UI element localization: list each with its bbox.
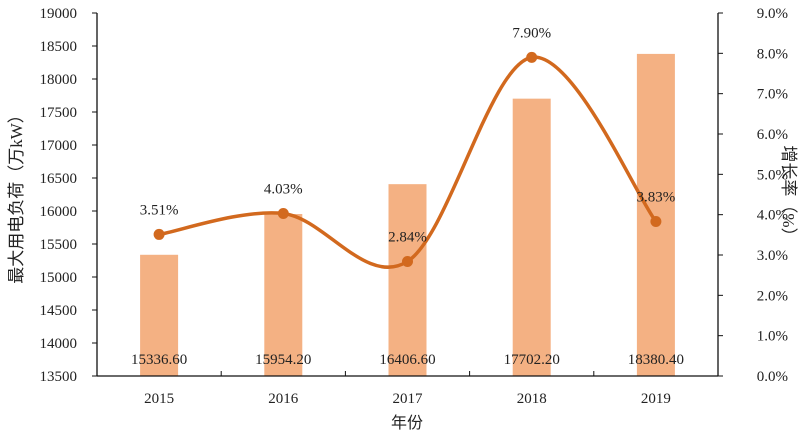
x-axis-title: 年份 bbox=[391, 414, 423, 432]
y-tick-label: 15500 bbox=[40, 237, 78, 253]
y2-tick-label: 9.0% bbox=[757, 6, 788, 22]
y2-tick-label: 3.0% bbox=[757, 248, 788, 264]
bar-value-label: 18380.40 bbox=[628, 352, 684, 368]
bar-2017 bbox=[388, 184, 427, 376]
y-tick-label: 17500 bbox=[40, 105, 78, 121]
growth-rate-line bbox=[158, 55, 658, 269]
bar-value-label: 15954.20 bbox=[255, 352, 311, 368]
growth-point-2017 bbox=[402, 255, 413, 267]
y-tick-label: 18000 bbox=[40, 72, 78, 88]
y2-tick-label: 1.0% bbox=[757, 329, 788, 345]
x-tick-label: 2018 bbox=[517, 391, 547, 407]
growth-value-label: 2.84% bbox=[388, 229, 427, 245]
growth-point-2018 bbox=[526, 51, 538, 63]
y-tick-label: 16500 bbox=[40, 171, 78, 187]
y2-tick-label: 6.0% bbox=[757, 127, 788, 143]
x-tick-label: 2015 bbox=[144, 391, 174, 407]
growth-value-label: 7.90% bbox=[512, 25, 551, 41]
y-tick-label: 18500 bbox=[40, 39, 78, 55]
y2-tick-label: 2.0% bbox=[757, 288, 788, 304]
bar-2015 bbox=[140, 254, 179, 376]
y-axis-title: 最大用电负荷（万kW） bbox=[7, 106, 26, 284]
growth-value-label: 3.51% bbox=[140, 202, 179, 218]
growth-point-2019 bbox=[650, 216, 662, 228]
y2-tick-label: 7.0% bbox=[757, 87, 788, 103]
y-tick-label: 19000 bbox=[40, 6, 78, 22]
growth-point-2016 bbox=[277, 207, 289, 219]
y-tick-label: 13500 bbox=[40, 369, 78, 385]
y2-tick-label: 0.0% bbox=[757, 369, 788, 385]
bar-2016 bbox=[264, 214, 303, 376]
growth-point-2015 bbox=[153, 228, 165, 240]
y-tick-label: 15000 bbox=[40, 270, 78, 286]
y2-axis-title: 增长率（%） bbox=[779, 145, 798, 244]
growth-value-label: 3.83% bbox=[637, 190, 676, 206]
x-tick-label: 2017 bbox=[393, 391, 424, 407]
y2-tick-label: 4.0% bbox=[757, 208, 788, 224]
bar-2019 bbox=[636, 53, 675, 376]
growth-value-label: 4.03% bbox=[264, 181, 303, 197]
y-tick-label: 16000 bbox=[40, 204, 78, 220]
bar-2018 bbox=[512, 98, 551, 377]
y-tick-label: 14000 bbox=[40, 336, 78, 352]
x-tick-label: 2016 bbox=[268, 391, 299, 407]
y2-tick-label: 5.0% bbox=[757, 167, 788, 183]
y-tick-label: 17000 bbox=[40, 138, 78, 154]
y2-tick-label: 8.0% bbox=[757, 46, 788, 62]
y-tick-label: 14500 bbox=[40, 303, 78, 319]
bar-value-label: 17702.20 bbox=[504, 352, 560, 368]
x-tick-label: 2019 bbox=[641, 391, 671, 407]
bar-value-label: 15336.60 bbox=[131, 352, 187, 368]
bar-value-label: 16406.60 bbox=[379, 352, 435, 368]
